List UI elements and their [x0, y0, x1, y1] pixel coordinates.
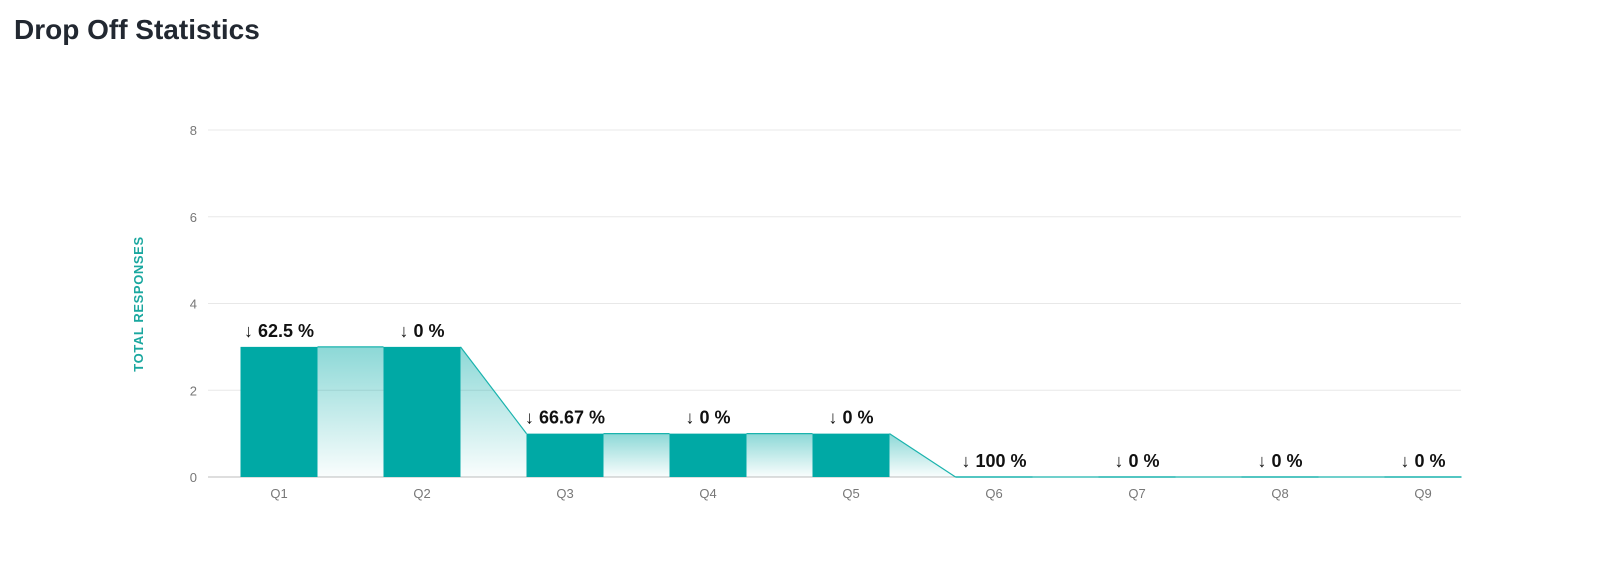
- y-tick-label: 4: [190, 297, 197, 312]
- connector-area: [603, 433, 670, 477]
- y-tick-label: 0: [190, 470, 197, 485]
- connector-area: [746, 433, 813, 477]
- drop-off-label: ↓ 0 %: [399, 321, 444, 341]
- y-tick-label: 8: [190, 123, 197, 138]
- connector-areas: [317, 346, 1385, 478]
- drop-off-label: ↓ 0 %: [1114, 451, 1159, 471]
- bar-q3[interactable]: [526, 433, 604, 477]
- page-title: Drop Off Statistics: [14, 14, 260, 45]
- x-tick-label: Q9: [1414, 486, 1431, 501]
- drop-off-label: ↓ 0 %: [685, 408, 730, 428]
- bar-q5[interactable]: [812, 433, 890, 477]
- drop-off-label: ↓ 0 %: [1400, 451, 1445, 471]
- labels: 0 2 4 6 8 Q1 ↓ 62.5 % Q2 ↓ 0 % Q3 ↓ 66.67 % Q4 ↓ 0 %…: [190, 123, 1446, 501]
- y-axis-label: TOTAL RESPONSES: [131, 236, 146, 371]
- x-tick-label: Q1: [270, 486, 287, 501]
- connector-line: [460, 346, 527, 434]
- x-tick-label: Q7: [1128, 486, 1145, 501]
- x-tick-label: Q4: [699, 486, 716, 501]
- connector-area: [460, 346, 527, 477]
- connector-line: [889, 433, 956, 478]
- x-tick-label: Q2: [413, 486, 430, 501]
- bar-q1[interactable]: [240, 346, 318, 477]
- y-tick-label: 6: [190, 210, 197, 225]
- x-tick-label: Q8: [1271, 486, 1288, 501]
- connector-area: [317, 346, 384, 477]
- x-tick-label: Q3: [556, 486, 573, 501]
- x-tick-label: Q6: [985, 486, 1002, 501]
- bar-q2[interactable]: [383, 346, 461, 477]
- x-tick-label: Q5: [842, 486, 859, 501]
- bars: [240, 346, 1462, 478]
- drop-off-label: ↓ 66.67 %: [525, 408, 605, 428]
- drop-off-label: ↓ 0 %: [828, 408, 873, 428]
- y-tick-label: 2: [190, 383, 197, 398]
- drop-off-label: ↓ 62.5 %: [244, 321, 314, 341]
- bar-q4[interactable]: [669, 433, 747, 477]
- drop-off-label: ↓ 0 %: [1257, 451, 1302, 471]
- drop-off-label: ↓ 100 %: [961, 451, 1026, 471]
